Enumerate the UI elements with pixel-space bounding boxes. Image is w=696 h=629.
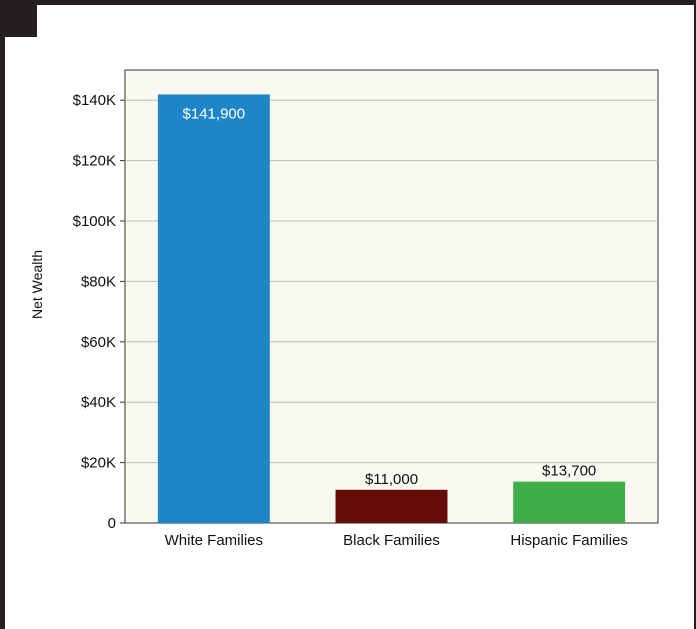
y-tick-label: $60K: [81, 334, 116, 351]
y-axis-title: Net Wealth: [29, 250, 45, 319]
bar: [157, 94, 270, 523]
corner-marker: [0, 0, 37, 37]
value-labels: $141,900 $11,000 $13,700: [183, 105, 597, 487]
x-axis-categories: White Families Black Families Hispanic Fam…: [165, 532, 628, 549]
y-tick-label: $100K: [73, 213, 116, 230]
category-label: White Families: [165, 532, 263, 549]
y-axis-ticks: 0 $20K $40K $60K $80K $100K $120K $140K: [73, 92, 125, 532]
y-tick-label: $120K: [73, 153, 116, 170]
y-tick-label: 0: [108, 515, 116, 532]
bar-value-label: $11,000: [365, 471, 418, 488]
bars: [157, 94, 626, 523]
category-label: Hispanic Families: [510, 532, 628, 549]
bar-value-label: $141,900: [183, 105, 246, 122]
y-tick-label: $40K: [81, 394, 116, 411]
y-tick-label: $20K: [81, 455, 116, 472]
y-tick-label: $140K: [73, 92, 116, 109]
bar: [335, 489, 448, 523]
y-tick-label: $80K: [81, 273, 116, 290]
bar-value-label: $13,700: [542, 463, 596, 480]
category-label: Black Families: [343, 532, 440, 549]
bar: [513, 481, 626, 523]
